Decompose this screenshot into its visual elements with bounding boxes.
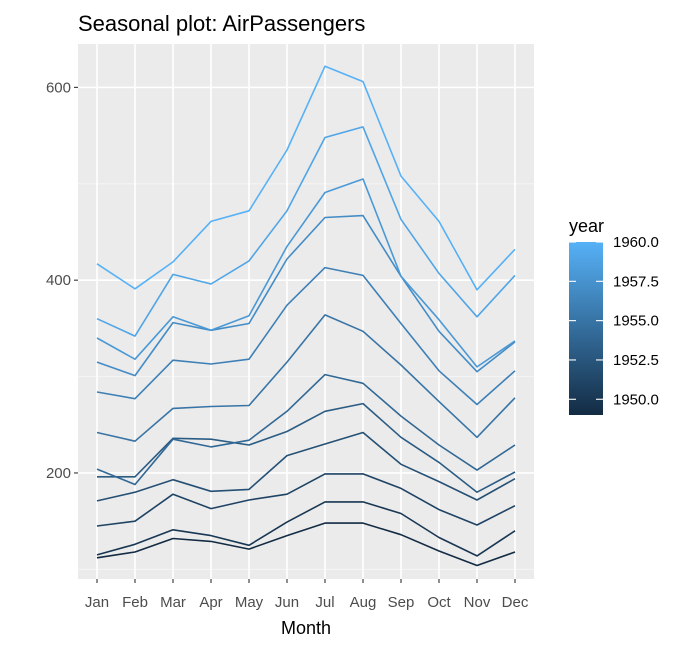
series-lines: [96, 65, 516, 567]
x-tick-label: Sep: [388, 594, 415, 611]
x-tick-label: Jan: [85, 594, 109, 611]
legend-colorbar: [569, 242, 603, 415]
series-line-1958: [96, 178, 516, 368]
x-tick-label: Nov: [464, 594, 491, 611]
series-line-1950: [96, 501, 516, 557]
series-line-1955: [96, 314, 516, 443]
chart-title: Seasonal plot: AirPassengers: [78, 11, 365, 36]
legend: year 1950.0 1952.5 1955.0 1957.5 1960.0: [569, 216, 659, 415]
legend-tick-label: 1955.0: [613, 313, 659, 330]
minor-gridlines: [78, 183, 534, 570]
legend-tick-label: 1960.0: [613, 234, 659, 251]
plot-panel: [78, 44, 534, 579]
major-gridlines: [78, 44, 534, 579]
legend-tick-label: 1957.5: [613, 273, 659, 290]
y-tick-label: 600: [46, 79, 71, 96]
x-axis-title: Month: [281, 618, 331, 638]
x-tick-label: May: [235, 594, 264, 611]
x-tick-label: Oct: [427, 594, 451, 611]
legend-ticks: 1950.0 1952.5 1955.0 1957.5 1960.0: [569, 234, 659, 408]
x-tick-label: Dec: [502, 594, 529, 611]
x-tick-label: Aug: [350, 594, 377, 611]
legend-tick-label: 1952.5: [613, 352, 659, 369]
x-tick-label: Jul: [315, 594, 334, 611]
series-line-1956: [96, 266, 516, 406]
legend-title: year: [569, 216, 604, 236]
x-tick-label: Feb: [122, 594, 148, 611]
x-tick-label: Jun: [275, 594, 299, 611]
series-line-1952: [96, 431, 516, 502]
series-line-1954: [96, 373, 516, 486]
series-line-1960: [96, 65, 516, 291]
x-tick-label: Apr: [199, 594, 222, 611]
x-axis: Jan Feb Mar Apr May Jun Jul Aug Sep Oct Nov Dec: [85, 579, 529, 611]
x-tick-label: Mar: [160, 594, 186, 611]
series-line-1949: [96, 522, 516, 567]
series-line-1957: [96, 214, 516, 377]
series-line-1959: [96, 126, 516, 337]
y-tick-label: 200: [46, 465, 71, 482]
y-axis: 200 400 600: [46, 79, 78, 482]
y-tick-label: 400: [46, 272, 71, 289]
series-line-1951: [96, 473, 516, 527]
legend-tick-label: 1950.0: [613, 391, 659, 408]
series-line-1953: [97, 402, 516, 494]
